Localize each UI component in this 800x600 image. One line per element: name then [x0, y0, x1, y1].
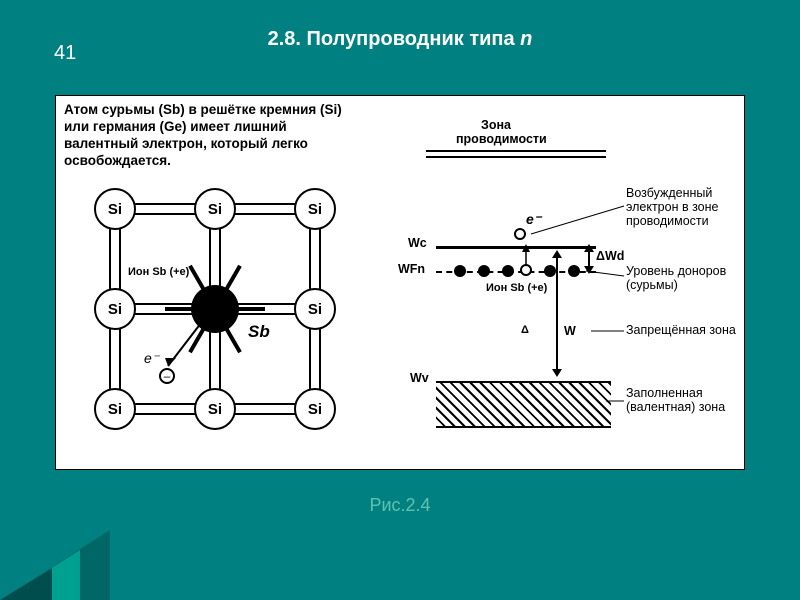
figure-caption: Рис.2.4: [0, 495, 800, 516]
bond: [109, 323, 121, 398]
sb-atom: [191, 285, 239, 333]
ion-label: Ион Sb (+e): [128, 266, 189, 278]
title-em: n: [520, 28, 532, 50]
free-electron: –: [159, 368, 175, 384]
si-atom: Si: [294, 388, 336, 430]
slide-title: 2.8. Полупроводник типа n: [0, 28, 800, 51]
sb-label: Sb: [248, 322, 270, 342]
bond: [309, 223, 321, 298]
si-atom: Si: [294, 288, 336, 330]
triangle-icon: [0, 568, 52, 600]
title-text: 2.8. Полупроводник типа: [268, 28, 521, 50]
si-atom: Si: [194, 188, 236, 230]
bond: [309, 323, 321, 398]
description-text: Атом сурьмы (Sb) в решётке кремния (Si) …: [64, 102, 364, 170]
si-atom: Si: [94, 288, 136, 330]
si-atom: Si: [94, 188, 136, 230]
si-atom: Si: [194, 388, 236, 430]
bond: [109, 223, 121, 298]
figure-panel: Атом сурьмы (Sb) в решётке кремния (Si) …: [55, 95, 745, 470]
si-atom: Si: [94, 388, 136, 430]
lattice-diagram: Si Si Si Si Si Si Si Si Sb – e⁻ Ион Sb (…: [76, 188, 366, 458]
energy-diagram: Зона проводимости Wc e⁻ WFn Ион Sb (+e) …: [396, 106, 736, 461]
si-atom: Si: [294, 188, 336, 230]
leader-lines: [396, 106, 736, 461]
